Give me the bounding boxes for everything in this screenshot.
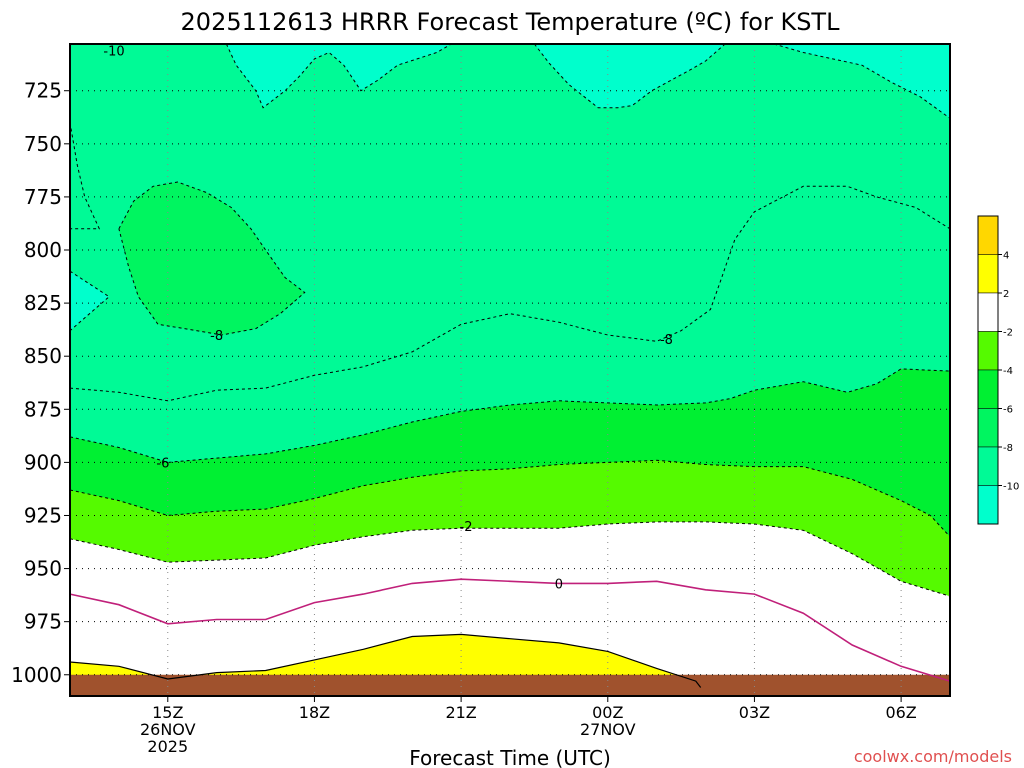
x-tick-label: 00Z [592, 703, 623, 722]
colorbar-swatch [977, 292, 999, 332]
y-tick-label: 975 [24, 610, 62, 634]
colorbar-swatch [977, 485, 999, 525]
colorbar-label: 4 [1003, 251, 1009, 262]
x-tick-label: 21Z [445, 703, 476, 722]
y-tick-label: 750 [24, 132, 62, 156]
colorbar-label: -6 [1003, 405, 1013, 416]
x-tick-label: 06Z [885, 703, 916, 722]
isotherm-line [69, 633, 702, 688]
x-axis-title: Forecast Time (UTC) [409, 746, 611, 768]
x-tick-label: 26NOV [140, 720, 196, 739]
isotherm-label: -2 [460, 520, 473, 535]
colorbar-label: -4 [1003, 366, 1013, 377]
isotherm-line [225, 43, 452, 109]
cold-pocket-1 [226, 44, 452, 108]
isotherm-line [69, 578, 951, 682]
isotherm-label: -10 [103, 44, 124, 59]
y-tick-label: 825 [24, 291, 62, 315]
colorbar-label: -8 [1003, 443, 1013, 454]
x-tick-label: 2025 [147, 737, 188, 756]
isotherm-line [534, 43, 726, 109]
colorbar-swatch [977, 446, 999, 486]
isotherm-line [69, 459, 951, 538]
isotherm-line [118, 181, 306, 336]
colorbar-legend: 4 2 -2 -4 -6 -8 -10 [977, 215, 1019, 525]
plot-area: 725 750 775 800 825 850 875 900 925 950 975 1000 15Z… [11, 43, 951, 756]
cold-pocket-4 [70, 271, 110, 331]
x-tick-label: 18Z [299, 703, 330, 722]
colorbar-label: 2 [1003, 289, 1009, 300]
band-minus2-plus2 [70, 521, 950, 696]
colorbar-swatch [977, 331, 999, 371]
y-tick-label: 725 [24, 79, 62, 103]
y-tick-label: 900 [24, 450, 62, 474]
isotherm-label: -6 [156, 456, 169, 471]
x-tick-label: 27NOV [580, 720, 636, 739]
y-tick-label: 1000 [11, 663, 62, 687]
cold-pocket-3 [774, 44, 950, 119]
plot-frame [69, 43, 951, 697]
x-tick-label: 03Z [739, 703, 770, 722]
y-tick-label: 950 [24, 557, 62, 581]
y-tick-label: 800 [24, 238, 62, 262]
x-tick-label: 15Z [152, 703, 183, 722]
isotherm-label: -8 [210, 329, 223, 344]
colorbar-swatch [977, 369, 999, 409]
colorbar-label: -10 [1003, 482, 1019, 493]
cold-pocket-2 [534, 44, 726, 108]
y-tick-label: 775 [24, 185, 62, 209]
colorbar-swatch [977, 254, 999, 294]
colorbar-swatch [977, 215, 999, 255]
colorbar-swatch [977, 408, 999, 448]
isotherm-label: -8 [660, 333, 673, 348]
isotherm-label: 0 [555, 577, 563, 592]
y-tick-label: 925 [24, 503, 62, 527]
isotherm-line [69, 122, 101, 230]
colorbar-label: -2 [1003, 328, 1013, 339]
watermark: coolwx.com/models [854, 747, 1012, 766]
isotherm-line [773, 43, 951, 119]
isotherm-line [69, 368, 951, 463]
chart-title: 2025112613 HRRR Forecast Temperature (ºC… [181, 8, 841, 36]
isotherm-line [69, 185, 951, 402]
warm-pocket-800 [118, 182, 305, 335]
surface-ground [70, 674, 950, 696]
y-tick-label: 875 [24, 397, 62, 421]
y-tick-label: 850 [24, 344, 62, 368]
isotherm-line [69, 521, 951, 597]
